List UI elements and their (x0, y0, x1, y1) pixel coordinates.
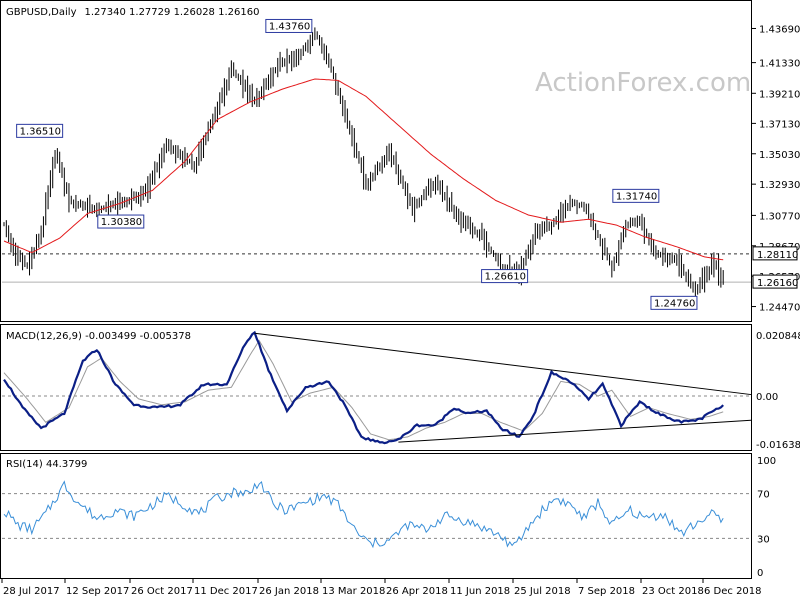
x-axis-label: 26 Apr 2018 (386, 586, 448, 597)
rsi-panel-frame (0, 453, 752, 579)
price-axis-label: 1.32930 (759, 180, 800, 191)
macd-upper-trendline (254, 332, 752, 396)
annotation-box (650, 295, 698, 310)
rsi-axis-label: 70 (757, 490, 770, 501)
macd-panel-title: MACD(12,26,9) -0.003499 -0.005378 (6, 331, 191, 342)
price-axis-label: 1.43690 (759, 24, 800, 35)
rsi-axis-label: 0 (757, 568, 763, 579)
x-axis-label: 11 Jun 2018 (450, 586, 510, 597)
annotation-box (16, 123, 64, 138)
x-axis-label: 12 Sep 2017 (66, 586, 129, 597)
macd-axis-label: -0.016389 (756, 440, 800, 451)
rsi-panel-title: RSI(14) 44.3799 (6, 459, 87, 470)
annotation-box (97, 214, 145, 229)
price-axis-label: 1.39210 (759, 89, 800, 100)
price-panel-title: GBPUSD,Daily 1.27340 1.27729 1.26028 1.26… (6, 7, 259, 18)
price-axis-label: 1.24470 (759, 303, 800, 314)
reference-price-label-box (752, 246, 798, 261)
x-axis-label: 26 Oct 2017 (131, 586, 193, 597)
annotation-label: 1.31740 (616, 191, 657, 202)
symbol-label: GBPUSD,Daily (6, 7, 77, 18)
annotation-label: 1.26610 (485, 272, 526, 283)
price-layer: 1.43760 1.36510 1.30380 1.31740 1.26610 1.247… (2, 18, 751, 310)
price-axis-label: 1.30770 (759, 211, 800, 222)
x-axis-label: 11 Dec 2017 (194, 586, 258, 597)
macd-signal-line (3, 339, 724, 441)
x-axis-label: 26 Jan 2018 (259, 586, 319, 597)
current-price-label: 1.26160 (757, 278, 798, 289)
macd-layer (2, 330, 752, 445)
rsi-axis-label: 100 (757, 456, 776, 467)
x-axis-label: 25 Jul 2018 (514, 586, 571, 597)
annotation-box (481, 269, 529, 284)
annotation-label: 1.30380 (101, 217, 142, 228)
annotation-box (265, 18, 313, 33)
annotation-label: 1.24760 (654, 298, 695, 309)
x-axis-label: 6 Dec 2018 (704, 586, 762, 597)
watermark: ActionForex.com (535, 68, 751, 98)
axis-layer: 1.43690 1.41330 1.39210 1.37130 1.35030 1.329… (1, 24, 800, 597)
price-axis-label: 1.35030 (759, 150, 800, 161)
macd-line (3, 330, 724, 445)
macd-lower-trendline (398, 419, 752, 443)
macd-panel-frame (0, 324, 752, 451)
price-axis-label: 1.37130 (759, 119, 800, 130)
macd-axis-label: 0.020848 (756, 331, 800, 342)
moving-average-line (3, 78, 724, 261)
macd-axis-label: 0.00 (756, 392, 778, 403)
reference-price-label: 1.28110 (757, 250, 798, 261)
rsi-axis-label: 30 (757, 534, 770, 545)
x-axis-label: 7 Sep 2018 (578, 586, 635, 597)
annotation-label: 1.43760 (269, 21, 310, 32)
current-price-label-box (752, 274, 798, 289)
price-panel-frame (0, 0, 752, 322)
annotation-box (612, 188, 660, 203)
price-axis-label: 1.41330 (759, 59, 800, 70)
annotation-label: 1.36510 (20, 126, 61, 137)
rsi-line (3, 480, 724, 549)
x-axis-label: 13 Mar 2018 (322, 586, 385, 597)
x-axis-label: 23 Oct 2018 (642, 586, 704, 597)
x-axis-label: 28 Jul 2017 (3, 586, 60, 597)
rsi-layer (2, 480, 751, 549)
ohlc-values: 1.27340 1.27729 1.26028 1.26160 (85, 7, 260, 18)
